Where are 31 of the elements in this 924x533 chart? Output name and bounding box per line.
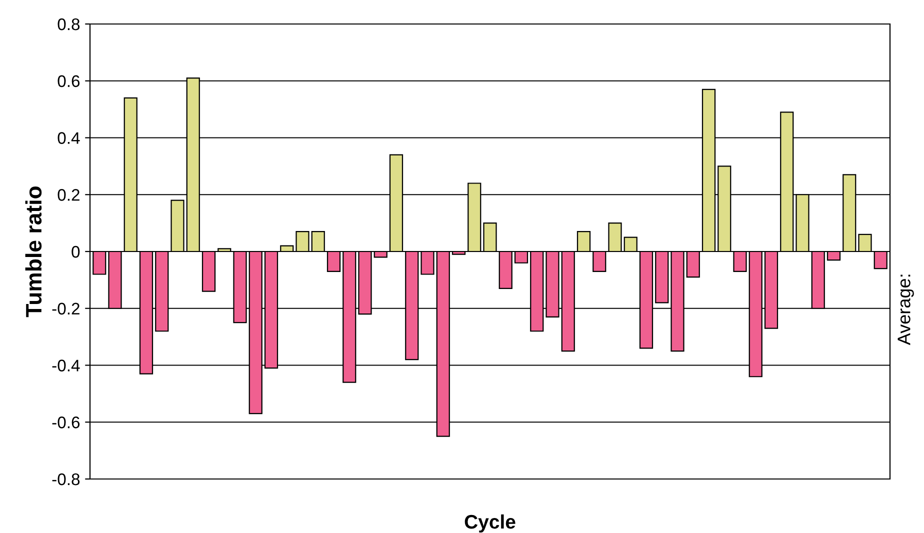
y-tick-label: 0.6 (58, 75, 80, 88)
text: Average: (898, 274, 914, 346)
bar (170, 200, 184, 252)
bar (514, 250, 528, 264)
y-tick-label: 0.4 (58, 132, 80, 144)
y-axis-title: Tumble ratio (25, 186, 42, 318)
bar (576, 231, 591, 252)
y-tick-label: 0.8 (58, 18, 80, 30)
bar (608, 222, 622, 252)
bar (311, 231, 325, 252)
bar (92, 250, 106, 275)
bar (686, 250, 700, 278)
y-tick-label: 0.2 (58, 189, 80, 201)
bar (733, 250, 747, 272)
x-axis-title: Cycle (464, 514, 516, 533)
bar (874, 250, 888, 270)
bar (483, 222, 497, 252)
y-tick-label: -0.4 (52, 360, 80, 372)
bar (624, 236, 638, 252)
bar (202, 250, 216, 292)
y-tick-label: -0.8 (52, 473, 80, 486)
bar (858, 234, 872, 252)
bar (592, 250, 606, 272)
y-tick-label: 0 (72, 246, 80, 258)
bar (420, 250, 434, 275)
y-tick-label: -0.6 (52, 416, 80, 428)
bar (296, 231, 310, 252)
y-tick-label: -0.2 (52, 302, 80, 315)
bar (326, 250, 341, 272)
bar (498, 250, 512, 290)
bar (655, 250, 669, 304)
